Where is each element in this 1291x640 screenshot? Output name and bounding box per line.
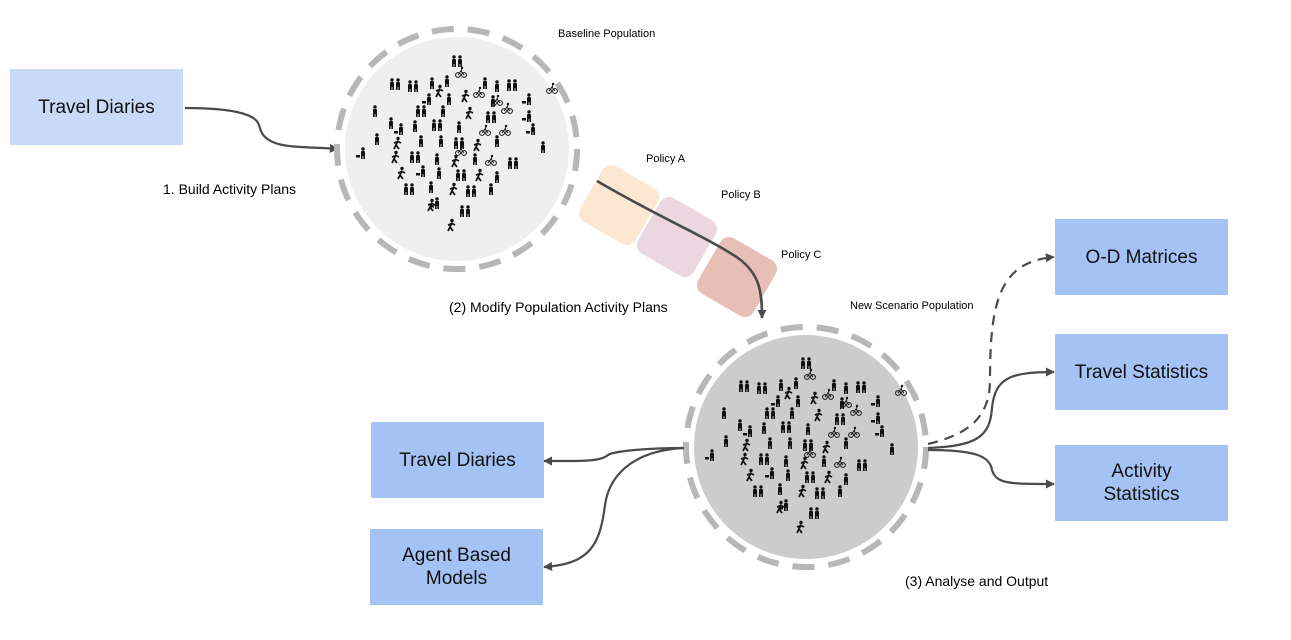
travel-statistics-label: Travel Statistics: [1074, 361, 1209, 383]
travel-diaries-output-box[interactable]: Travel Diaries: [371, 422, 544, 498]
agent-based-models-label: Agent Based Models: [402, 545, 511, 589]
od-matrices-box[interactable]: O-D Matrices: [1055, 219, 1228, 295]
travel-diaries-input-box[interactable]: Travel Diaries: [10, 69, 183, 145]
scenario-population-circle: [683, 324, 929, 570]
policy-tile-b[interactable]: [633, 193, 720, 280]
activity-statistics-box[interactable]: Activity Statistics: [1055, 445, 1228, 521]
arrow-to-travel-diaries-output: [543, 446, 685, 466]
policy-a-label: Policy A: [646, 153, 686, 165]
policy-tile-a[interactable]: [575, 161, 662, 248]
travel-statistics-box[interactable]: Travel Statistics: [1055, 334, 1228, 410]
travel-diaries-output-label: Travel Diaries: [399, 449, 516, 471]
arrow-modify-plans: [596, 179, 767, 319]
agent-based-models-box[interactable]: Agent Based Models: [370, 529, 543, 605]
step-analyse-label: (3) Analyse and Output: [905, 573, 1049, 589]
activity-statistics-label: Activity Statistics: [1103, 461, 1180, 505]
arrow-to-activity-statistics: [927, 448, 1055, 489]
policy-tile-c[interactable]: [693, 233, 780, 320]
step-build-label: 1. Build Activity Plans: [163, 181, 297, 197]
baseline-population-label: Baseline Population: [558, 28, 656, 40]
policy-b-label: Policy B: [721, 189, 761, 201]
arrow-to-travel-statistics: [927, 367, 1055, 450]
baseline-population-circle: [334, 26, 580, 272]
arrow-to-od-matrices: [927, 253, 1055, 446]
travel-diaries-input-label: Travel Diaries: [38, 96, 155, 118]
policy-c-label: Policy C: [781, 249, 822, 261]
arrow-diaries-to-baseline: [184, 106, 339, 153]
step-modify-label: (2) Modify Population Activity Plans: [449, 299, 668, 315]
scenario-population-label: New Scenario Population: [850, 300, 974, 312]
od-matrices-label: O-D Matrices: [1085, 246, 1198, 268]
arrow-to-agent-models: [543, 446, 685, 571]
